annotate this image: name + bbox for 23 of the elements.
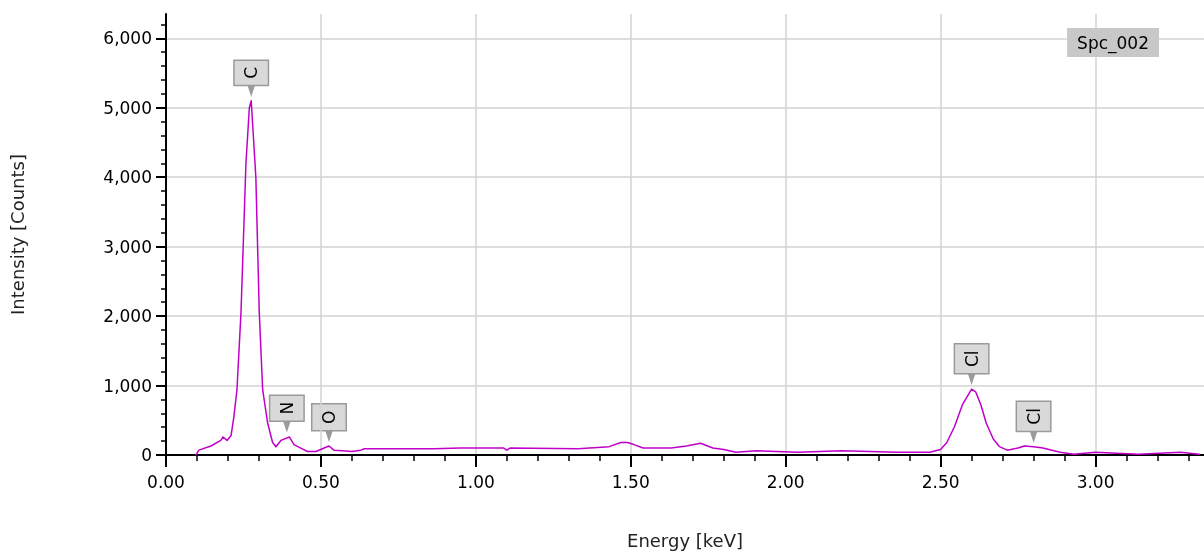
annotation: O bbox=[318, 410, 339, 424]
x-tick-label: 2.00 bbox=[766, 471, 805, 492]
x-tick-label: 0.00 bbox=[147, 471, 185, 492]
y-tick-label: 3,000 bbox=[103, 236, 152, 257]
y-tick-label: 5,000 bbox=[103, 97, 152, 118]
y-tick-label: 2,000 bbox=[103, 306, 152, 327]
y-tick-label: 0 bbox=[141, 445, 152, 465]
x-tick-label: 0.50 bbox=[302, 471, 340, 492]
annotation: Spc_002 bbox=[1077, 32, 1150, 54]
x-tick-label: 2.50 bbox=[921, 471, 960, 492]
x-tick-label: 3.00 bbox=[1076, 471, 1115, 492]
x-axis-title: Energy [keV] bbox=[627, 529, 743, 551]
y-axis-title: Intensity [Counts] bbox=[6, 154, 28, 315]
annotation: C bbox=[241, 66, 262, 79]
annotation: N bbox=[276, 401, 297, 415]
y-tick-label: 1,000 bbox=[103, 375, 152, 396]
y-tick-label: 6,000 bbox=[103, 28, 152, 49]
x-tick-label: 1.00 bbox=[456, 471, 495, 492]
annotation: Cl bbox=[1023, 408, 1044, 425]
y-tick-label: 4,000 bbox=[103, 167, 152, 188]
x-tick-label: 1.50 bbox=[611, 471, 650, 492]
annotation: Cl bbox=[961, 350, 982, 368]
line-series bbox=[195, 100, 1201, 456]
